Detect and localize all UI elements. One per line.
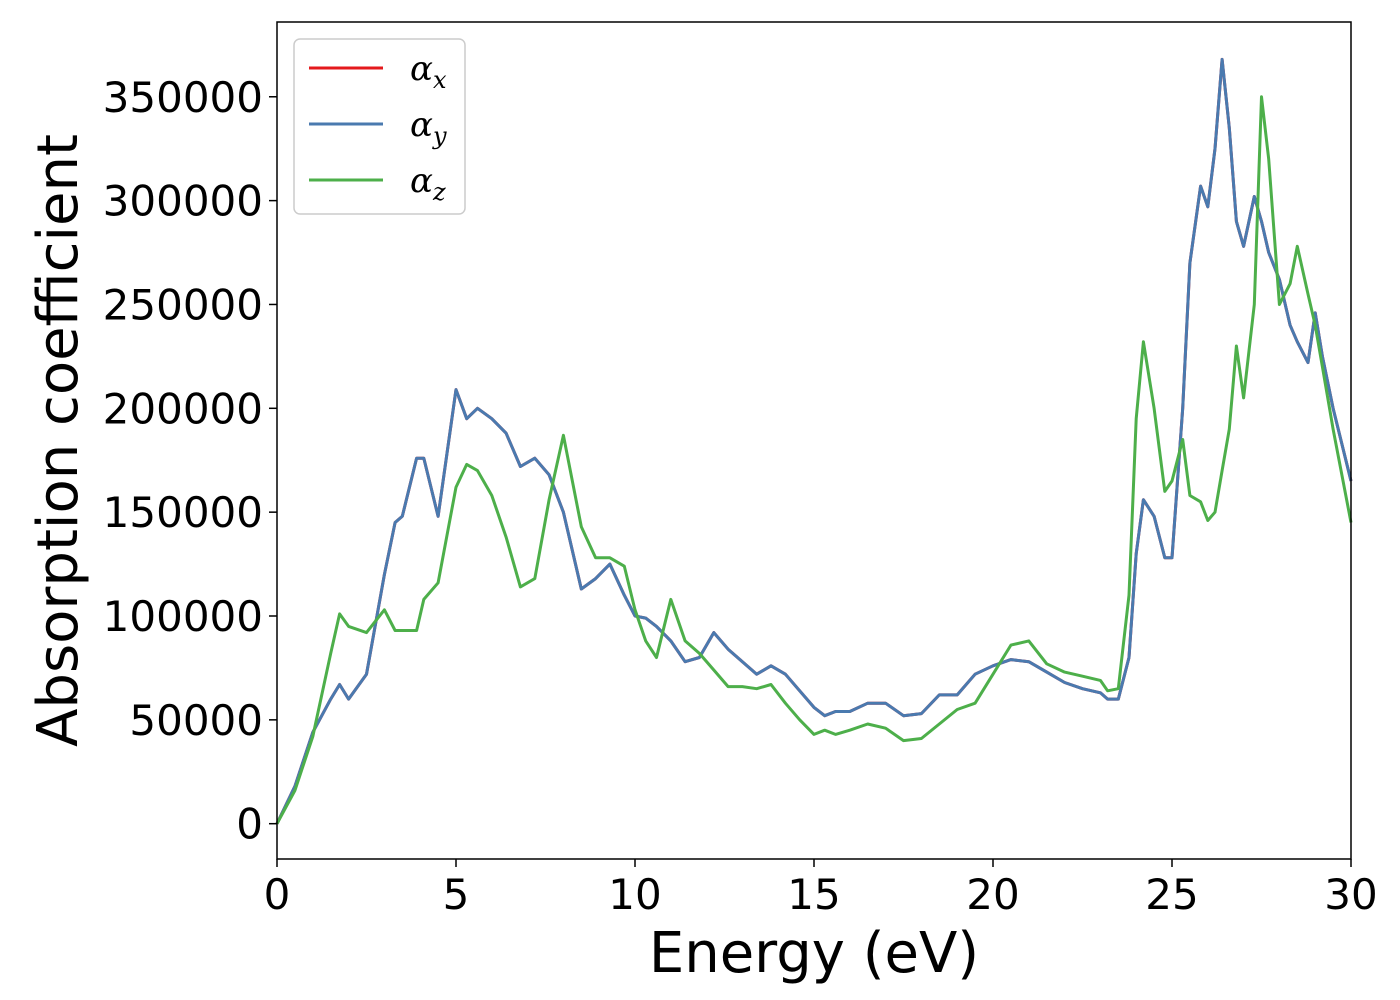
y-tick-label: 200000: [103, 384, 263, 433]
x-tick-label: 0: [264, 870, 291, 919]
x-tick-label: 20: [966, 870, 1019, 919]
legend-label-y: αy: [410, 105, 447, 150]
x-tick-label: 30: [1324, 870, 1377, 919]
y-tick-label: 300000: [103, 177, 263, 226]
legend-label-z: αz: [410, 161, 446, 206]
series-line-y: [275, 57, 1353, 825]
series-lines: [275, 57, 1353, 825]
series-line-z: [275, 95, 1353, 825]
x-tick-label: 5: [443, 870, 470, 919]
x-tick-label: 25: [1145, 870, 1198, 919]
x-tick-label: 10: [608, 870, 661, 919]
y-tick-label: 100000: [103, 592, 263, 641]
legend: αx αy αz: [293, 38, 466, 215]
x-axis-title: Energy (eV): [649, 921, 979, 986]
y-axis-title: Absorption coefficient: [26, 134, 91, 747]
x-axis: 0 5 10 15 20 25 30: [264, 859, 1378, 919]
legend-label-x: αx: [410, 49, 447, 94]
y-tick-label: 0: [236, 800, 263, 849]
y-tick-label: 250000: [103, 280, 263, 329]
y-tick-label: 350000: [103, 73, 263, 122]
legend-box: [293, 38, 466, 215]
y-tick-label: 150000: [103, 488, 263, 537]
y-axis: 0 50000 100000 150000 200000 250000 300000 3500…: [103, 73, 277, 849]
x-tick-label: 15: [787, 870, 840, 919]
y-tick-label: 50000: [129, 696, 263, 745]
